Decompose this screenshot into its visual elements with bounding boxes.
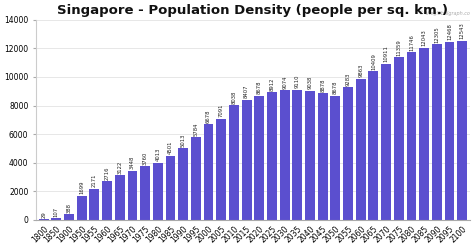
Title: Singapore - Population Density (people per sq. km.): Singapore - Population Density (people p…	[57, 4, 448, 17]
Bar	[64, 214, 74, 220]
Bar	[445, 42, 455, 220]
Bar	[115, 175, 125, 220]
Bar	[77, 196, 87, 220]
Bar	[229, 105, 239, 220]
Bar	[356, 79, 366, 220]
Text: 10911: 10911	[383, 46, 389, 62]
Bar	[292, 90, 302, 220]
Text: 12305: 12305	[434, 26, 439, 43]
Bar	[318, 93, 328, 220]
Text: © theglobalgraph.co: © theglobalgraph.co	[419, 10, 470, 16]
Bar	[128, 171, 137, 220]
Text: 6678: 6678	[206, 110, 211, 123]
Text: 10409: 10409	[371, 53, 376, 70]
Bar	[140, 166, 150, 220]
Bar	[51, 218, 61, 220]
Text: 5784: 5784	[193, 122, 198, 136]
Text: 8678: 8678	[257, 81, 262, 94]
Text: 9863: 9863	[358, 64, 363, 77]
Text: 12543: 12543	[460, 22, 465, 39]
Text: 11746: 11746	[409, 34, 414, 51]
Bar	[255, 96, 264, 220]
Bar	[432, 44, 442, 220]
Text: 388: 388	[66, 203, 72, 213]
Text: 2716: 2716	[105, 166, 109, 180]
Bar	[419, 48, 429, 220]
Text: 9038: 9038	[308, 76, 312, 89]
Text: 107: 107	[54, 207, 59, 217]
Text: 2171: 2171	[92, 174, 97, 187]
Text: 12468: 12468	[447, 23, 452, 40]
Text: 8038: 8038	[231, 90, 237, 104]
Bar	[381, 64, 391, 220]
Bar	[280, 90, 290, 220]
Text: 9110: 9110	[295, 75, 300, 88]
Text: 1699: 1699	[79, 181, 84, 194]
Text: 5013: 5013	[181, 133, 186, 147]
Bar	[267, 92, 277, 220]
Text: 9074: 9074	[282, 75, 287, 89]
Text: 4501: 4501	[168, 141, 173, 154]
Text: 8912: 8912	[270, 77, 274, 91]
Text: 8407: 8407	[244, 85, 249, 98]
Bar	[39, 219, 49, 220]
Bar	[178, 148, 188, 220]
Bar	[204, 124, 213, 220]
Text: 3448: 3448	[130, 156, 135, 169]
Bar	[90, 189, 100, 220]
Bar	[330, 96, 340, 220]
Text: 3122: 3122	[117, 160, 122, 174]
Bar	[191, 137, 201, 220]
Bar	[407, 52, 417, 220]
Bar	[102, 181, 112, 220]
Text: 29: 29	[41, 211, 46, 218]
Text: 8878: 8878	[320, 78, 325, 92]
Bar	[165, 156, 175, 220]
Text: 3760: 3760	[143, 151, 147, 165]
Text: 12043: 12043	[422, 30, 427, 46]
Text: 7091: 7091	[219, 104, 224, 117]
Text: 4013: 4013	[155, 148, 160, 161]
Bar	[216, 119, 226, 220]
Bar	[457, 41, 467, 220]
Text: 8678: 8678	[333, 81, 338, 94]
Bar	[242, 100, 252, 220]
Bar	[368, 71, 378, 220]
Bar	[343, 87, 353, 220]
Bar	[153, 163, 163, 220]
Text: 11359: 11359	[396, 39, 401, 56]
Bar	[394, 58, 404, 220]
Bar	[305, 91, 315, 220]
Text: 9283: 9283	[346, 72, 351, 86]
